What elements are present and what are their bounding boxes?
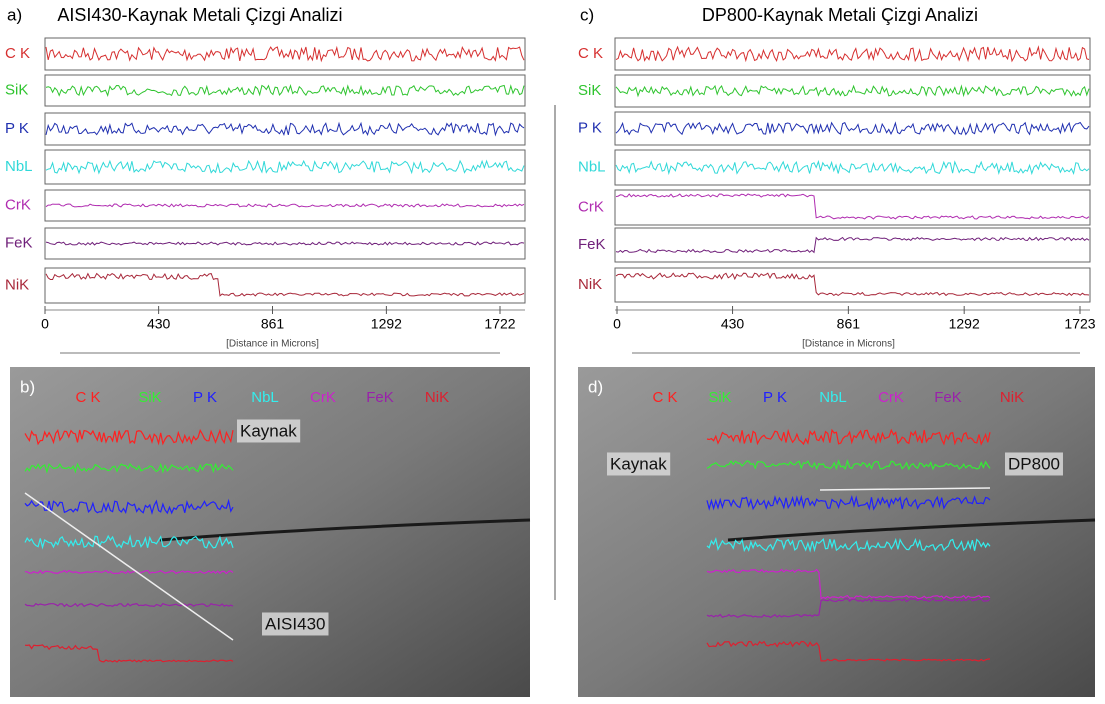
element-label: SiK	[578, 82, 601, 99]
element-label: P K	[5, 120, 29, 137]
legend-label: FeK	[366, 389, 394, 406]
annotation-box	[262, 612, 329, 636]
panel-title: DP800-Kaynak Metali Çizgi Analizi	[702, 5, 978, 25]
trace-box	[614, 149, 1091, 186]
annotation: AISI430	[265, 614, 326, 633]
x-tick-label: 1292	[949, 316, 980, 332]
legend-label: P K	[763, 389, 787, 406]
x-tick-label: 0	[613, 316, 621, 332]
x-tick-label: 430	[721, 316, 745, 332]
annotation: Kaynak	[240, 421, 297, 440]
x-tick-label: 0	[41, 316, 49, 332]
x-axis-label: [Distance in Microns]	[226, 339, 319, 350]
element-label: C K	[578, 45, 603, 62]
line-scan	[615, 121, 1090, 136]
line-scan	[615, 193, 1090, 220]
legend-label: NbL	[251, 389, 279, 406]
overlay-scan	[706, 568, 991, 600]
trace-box	[614, 227, 1091, 263]
x-tick-label: 430	[147, 316, 171, 332]
overlay-scan	[24, 534, 234, 550]
element-label: CrK	[578, 198, 604, 215]
overlay-scan	[706, 494, 991, 511]
legend-label: NbL	[819, 389, 847, 406]
line-scan	[615, 45, 1090, 63]
legend-label: CrK	[310, 389, 336, 406]
line-scan	[45, 121, 525, 137]
x-axis-label: [Distance in Microns]	[802, 339, 895, 350]
line-scan	[615, 236, 1090, 254]
line-scan	[615, 84, 1090, 98]
overlay-scan	[24, 569, 234, 575]
scan-line	[24, 492, 234, 641]
trace-box	[44, 74, 526, 107]
trace-box	[44, 37, 526, 71]
annotation: Kaynak	[610, 454, 667, 473]
line-scan	[45, 203, 525, 208]
overlay-scan	[24, 602, 234, 608]
line-scan	[45, 159, 525, 175]
panel-label: c)	[580, 5, 594, 24]
element-label: P K	[578, 119, 602, 136]
element-label: NbL	[578, 158, 606, 175]
legend-label: P K	[193, 389, 217, 406]
element-label: FeK	[578, 236, 606, 253]
legend-label: C K	[75, 389, 100, 406]
legend-label: SiK	[138, 389, 161, 406]
overlay-scan	[706, 537, 991, 553]
element-label: NbL	[5, 158, 33, 175]
overlay-scan	[24, 644, 234, 663]
trace-box	[614, 111, 1091, 146]
legend-label: FeK	[934, 389, 962, 406]
weld-crack	[727, 518, 1096, 542]
element-label: SiK	[5, 81, 28, 98]
legend-label: C K	[652, 389, 677, 406]
overlay-scan	[24, 428, 234, 446]
weld-crack	[159, 518, 531, 542]
panel-label: b)	[20, 377, 35, 396]
legend-label: CrK	[878, 389, 904, 406]
trace-box	[614, 74, 1091, 108]
scan-line	[819, 487, 991, 491]
x-tick-label: 861	[261, 316, 285, 332]
element-label: C K	[5, 45, 30, 62]
annotation: DP800	[1008, 454, 1060, 473]
x-tick-label: 861	[837, 316, 861, 332]
line-scan	[45, 241, 525, 246]
panel-label: d)	[588, 377, 603, 396]
x-tick-label: 1723	[1064, 316, 1095, 332]
trace-box	[44, 267, 526, 304]
element-label: FeK	[5, 234, 33, 251]
element-label: NiK	[5, 276, 29, 293]
annotation-box	[1005, 452, 1063, 476]
overlay-scan	[706, 597, 991, 619]
legend-label: NiK	[425, 389, 449, 406]
line-scan	[45, 84, 525, 97]
legend-label: SiK	[708, 389, 731, 406]
x-tick-label: 1722	[484, 316, 515, 332]
overlay-scan	[706, 640, 991, 662]
legend-label: NiK	[1000, 389, 1024, 406]
line-scan	[615, 272, 1090, 297]
overlay-scan	[706, 428, 991, 446]
panel-title: AISI430-Kaynak Metali Çizgi Analizi	[57, 5, 342, 25]
trace-box	[614, 267, 1091, 303]
line-scan	[615, 159, 1090, 176]
overlay-scan	[24, 462, 234, 474]
element-label: NiK	[578, 276, 602, 293]
panel-label: a)	[7, 5, 22, 24]
line-scan	[45, 45, 525, 63]
overlay-scan	[706, 459, 991, 471]
annotation-box	[237, 419, 301, 443]
annotation-box	[607, 452, 671, 476]
overlay-scan	[24, 498, 234, 515]
x-tick-label: 1292	[371, 316, 402, 332]
line-scan	[45, 272, 525, 297]
element-label: CrK	[5, 196, 31, 213]
